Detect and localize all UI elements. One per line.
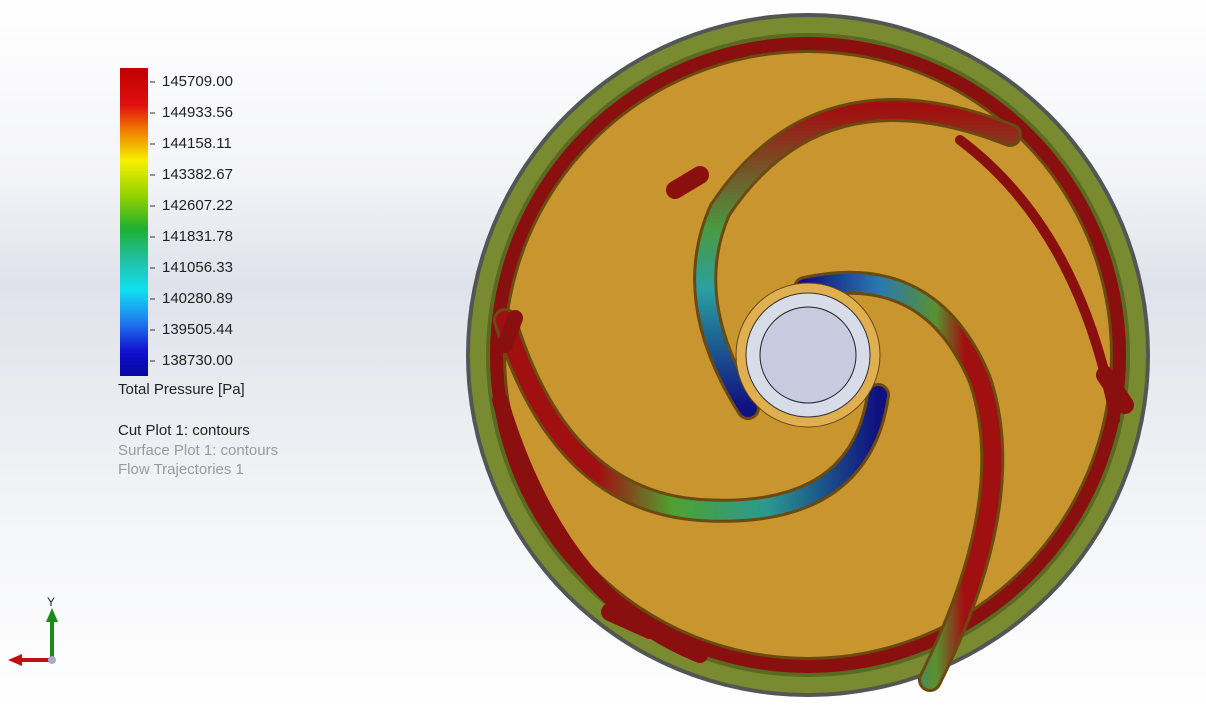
color-bar [120,68,148,376]
legend-title: Total Pressure [Pa] [118,381,245,398]
impeller [466,13,1150,697]
triad-y-label: Y [47,595,55,609]
legend-tick-label: 145709.00 [162,73,233,90]
legend-tick-label: 140280.89 [162,290,233,307]
plot-item: Surface Plot 1: contours [118,442,278,459]
legend-tick-label: 144158.11 [162,135,232,152]
axis-triad: Y [8,595,58,666]
legend-tick-label: 141831.78 [162,228,233,245]
legend-ticks: 145709.00 144933.56 144158.11 143382.67 1426… [150,73,233,369]
legend-tick-label: 144933.56 [162,104,233,121]
plot-item: Flow Trajectories 1 [118,461,244,478]
plot-item: Cut Plot 1: contours [118,422,250,439]
legend-tick-label: 141056.33 [162,259,233,276]
legend-tick-label: 138730.00 [162,352,233,369]
legend-tick-label: 139505.44 [162,321,233,338]
legend-tick-label: 143382.67 [162,166,233,183]
legend-tick-label: 142607.22 [162,197,233,214]
